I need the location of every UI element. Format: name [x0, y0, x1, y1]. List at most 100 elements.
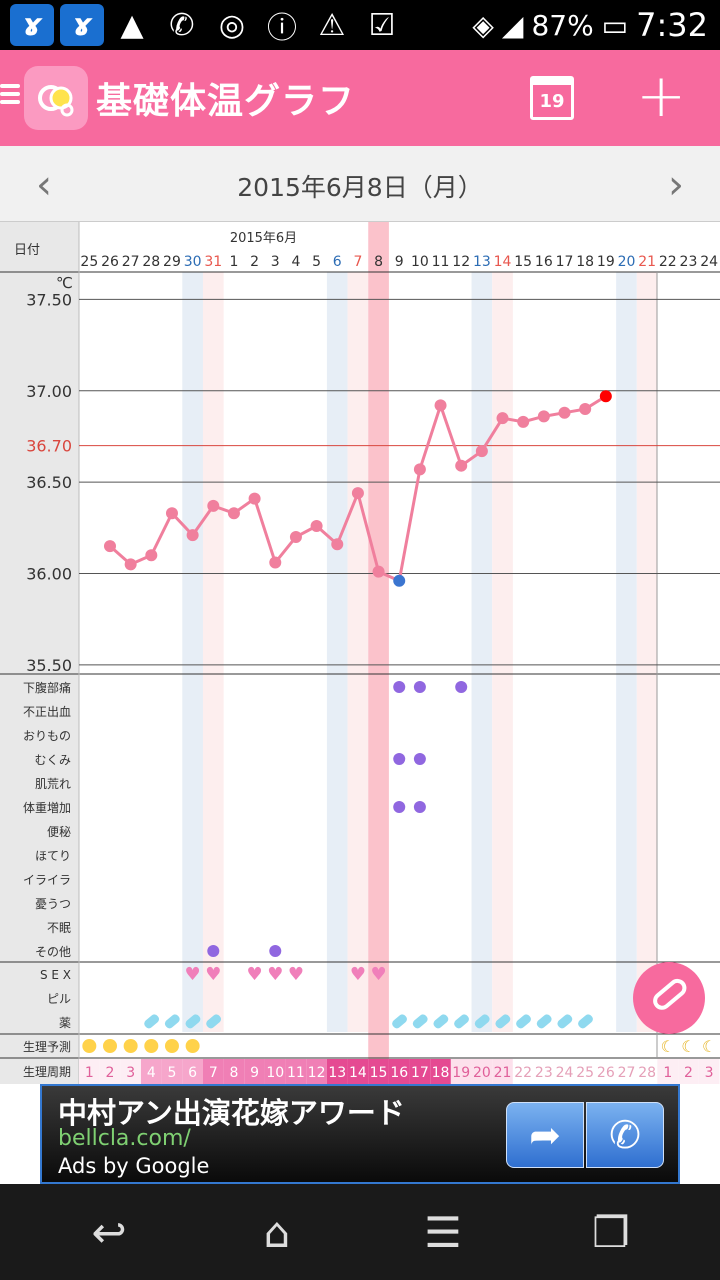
date-tick-label: 22	[659, 254, 677, 270]
cycle-day-label: 24	[556, 1065, 574, 1081]
forecast-moon-icon: ☾	[661, 1037, 675, 1056]
temperature-point	[248, 492, 261, 505]
cycle-cell	[430, 1059, 451, 1084]
add-button[interactable]: +	[636, 61, 687, 131]
symptom-label: 便秘	[47, 825, 71, 839]
y-tick-label: 36.00	[26, 565, 72, 584]
battery-icon: ▭	[601, 8, 629, 42]
heart-icon: ♥	[350, 964, 366, 985]
cycle-cell	[368, 1059, 389, 1084]
pill-capsule-icon	[474, 1014, 490, 1029]
date-tick-label: 27	[122, 254, 140, 270]
date-tick-label: 16	[535, 254, 553, 270]
pill-capsule-icon	[412, 1014, 428, 1029]
cycle-cell	[388, 1059, 410, 1084]
date-tick-label: 24	[700, 254, 718, 270]
cycle-cell	[616, 1059, 637, 1084]
temperature-point	[124, 558, 137, 571]
symptom-dot	[413, 801, 426, 813]
cycle-cell	[533, 1059, 555, 1084]
cycle-cell	[285, 1059, 307, 1084]
ad-phone-icon[interactable]: ✆	[586, 1102, 664, 1168]
cycle-cell	[264, 1059, 286, 1084]
cycle-day-label: 4	[147, 1065, 156, 1081]
cycle-cell	[492, 1059, 513, 1084]
cycle-cell	[450, 1059, 472, 1084]
cycle-cell	[244, 1059, 265, 1084]
cycle-cell	[223, 1059, 245, 1084]
temperature-point	[475, 445, 488, 458]
home-icon[interactable]: ⌂	[263, 1207, 291, 1257]
cycle-label: 生理周期	[23, 1065, 71, 1079]
cycle-cell	[554, 1059, 575, 1084]
wifi-icon: ◈	[472, 8, 494, 42]
symptom-dot	[393, 681, 406, 693]
app-logo-icon	[24, 66, 88, 130]
search-circle-icon: ◎	[218, 7, 246, 43]
temperature-point	[496, 412, 509, 425]
thermometer-icon	[653, 978, 687, 1010]
cycle-cell	[120, 1059, 141, 1084]
symptom-label: その他	[35, 945, 71, 959]
menu-icon[interactable]	[0, 80, 20, 116]
temperature-point	[310, 519, 323, 532]
cycle-day-label: 3	[126, 1065, 135, 1081]
cycle-day-label: 9	[250, 1065, 259, 1081]
cycle-day-label: 7	[209, 1065, 218, 1081]
cycle-day-label: 2	[106, 1065, 115, 1081]
back-icon[interactable]: ↩	[91, 1207, 127, 1257]
date-tick-label: 21	[638, 254, 656, 270]
month-label: 2015年6月	[230, 231, 297, 246]
sunday-column	[492, 272, 513, 1032]
recent-apps-icon[interactable]: ❐	[592, 1207, 630, 1257]
cycle-day-label: 2	[684, 1065, 693, 1081]
symptom-dot	[393, 801, 406, 813]
symptom-dot	[207, 945, 220, 957]
forecast-sun-icon	[144, 1039, 159, 1053]
temperature-point	[227, 507, 240, 520]
temperature-point	[517, 415, 530, 428]
signal-icon: ◢	[501, 8, 524, 42]
menu-lines-icon[interactable]: ☰	[424, 1207, 462, 1257]
cycle-cell	[140, 1059, 162, 1084]
cycle-cell	[698, 1059, 720, 1084]
symptom-label: むくみ	[35, 753, 71, 767]
date-tick-label: 28	[142, 254, 160, 270]
forecast-moon-icon: ☾	[681, 1037, 695, 1056]
date-tick-label: 11	[432, 254, 450, 270]
symptom-label: 体重増加	[23, 801, 71, 815]
cycle-day-label: 3	[705, 1065, 714, 1081]
feather-app-icon: ɤ	[10, 4, 54, 46]
next-arrow-icon[interactable]: ›	[668, 162, 684, 208]
prev-arrow-icon[interactable]: ‹	[36, 162, 52, 208]
calendar-button[interactable]: 19	[530, 76, 574, 120]
sex-label: S E X	[40, 968, 71, 982]
warning-icon: ⚠	[318, 7, 346, 43]
ad-url: bellcla.com/	[58, 1126, 191, 1151]
date-tick-label: 25	[80, 254, 98, 270]
symptom-dot	[413, 681, 426, 693]
symptom-dot	[269, 945, 282, 957]
unit-label: ℃	[56, 274, 73, 292]
temperature-point	[599, 390, 612, 403]
pill-capsule-icon	[206, 1014, 221, 1029]
clipboard-check-icon: ☑	[368, 7, 396, 43]
forecast-moon-icon: ☾	[702, 1037, 716, 1056]
symptom-label: ほてり	[35, 849, 71, 863]
reference-label: 36.70	[26, 437, 72, 456]
symptom-label: 不正出血	[23, 705, 71, 719]
forecast-sun-icon	[164, 1039, 179, 1053]
ad-banner[interactable]: 中村アン出演花嫁アワード bellcla.com/ Ads by Google …	[40, 1084, 680, 1184]
temperature-point	[103, 540, 116, 553]
cycle-day-label: 25	[576, 1065, 594, 1081]
temperature-point	[413, 463, 426, 476]
temperature-point	[186, 529, 199, 542]
date-tick-label: 5	[312, 254, 321, 270]
missed-call-icon: ✆	[169, 7, 195, 43]
date-tick-label: 31	[204, 254, 222, 270]
temperature-point	[558, 406, 571, 419]
cycle-day-label: 22	[514, 1065, 532, 1081]
ad-share-arrow-icon[interactable]: ➦	[506, 1102, 584, 1168]
heart-icon: ♥	[247, 964, 263, 985]
